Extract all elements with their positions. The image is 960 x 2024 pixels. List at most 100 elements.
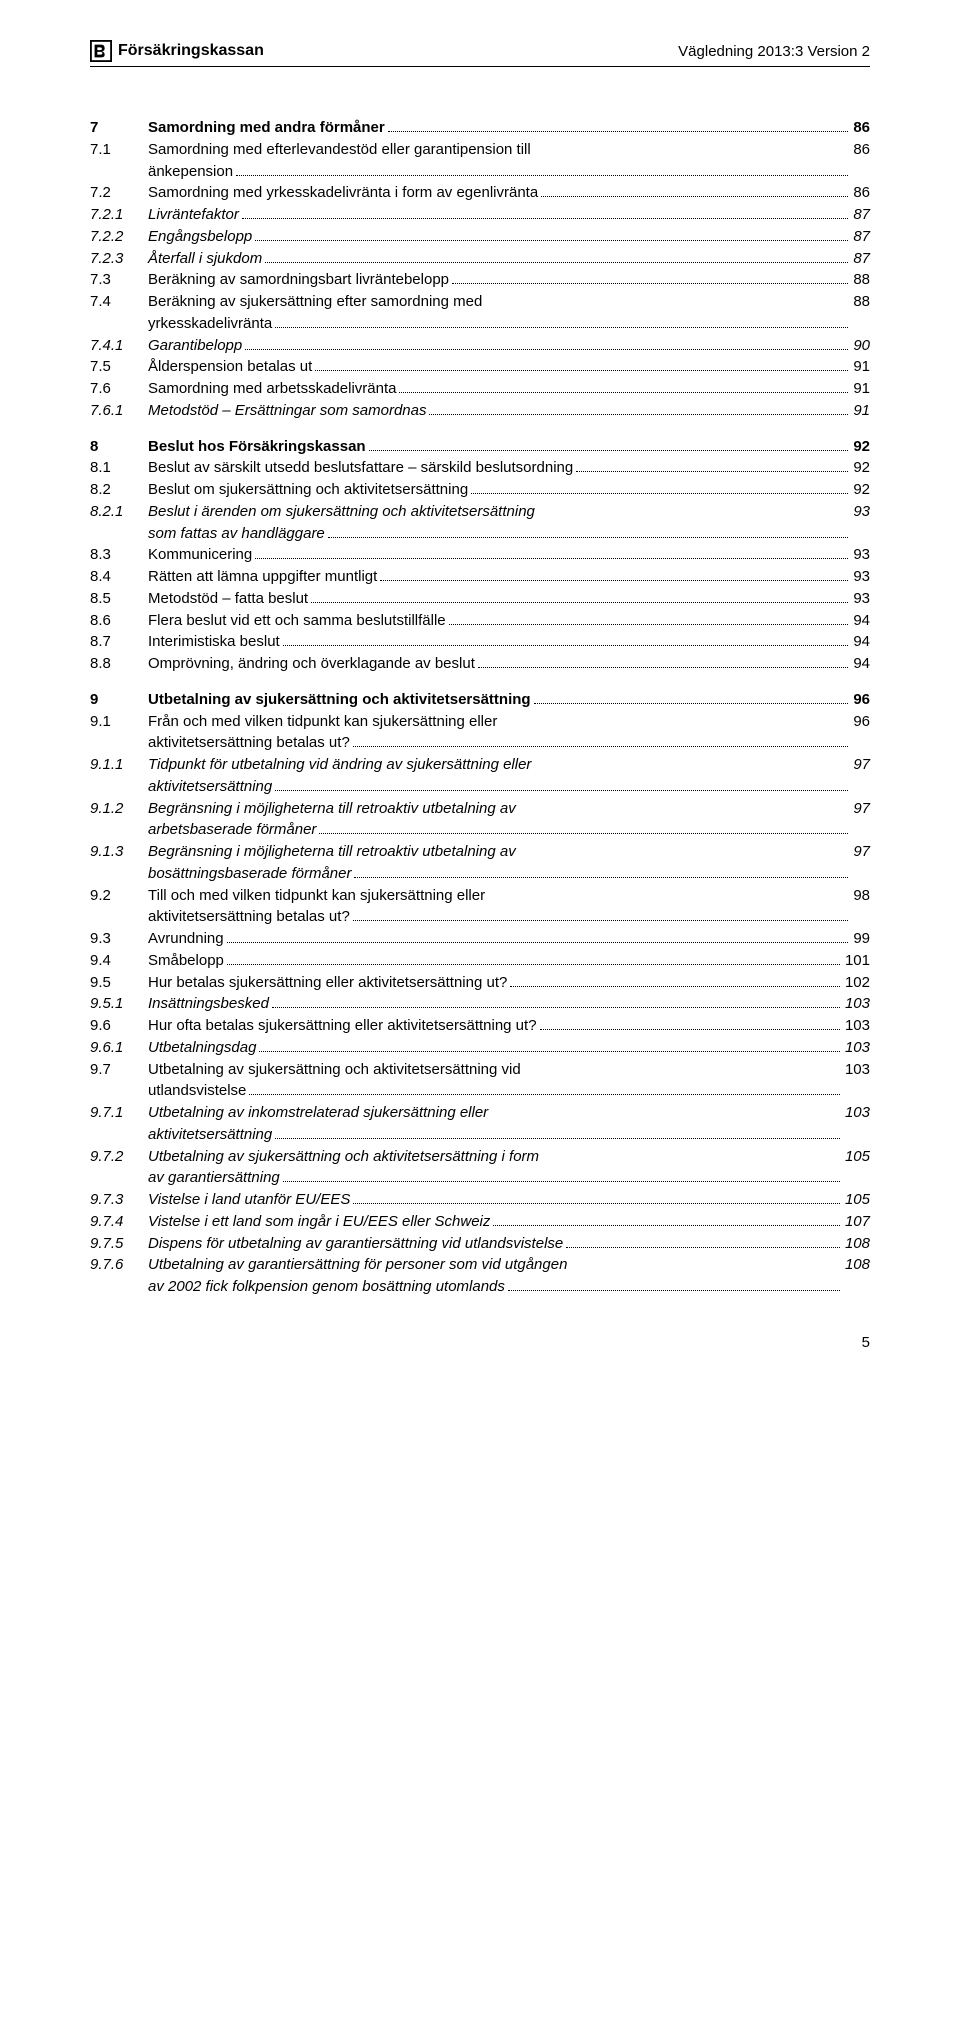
toc-leader	[369, 438, 849, 451]
toc-row: 9.7.4Vistelse i ett land som ingår i EU/…	[90, 1211, 870, 1233]
toc-title: Garantibelopp	[148, 335, 242, 357]
toc-page: 92	[851, 457, 870, 479]
toc-page: 107	[843, 1211, 870, 1233]
toc-number: 7.6.1	[90, 400, 148, 422]
toc-title: Utbetalning av inkomstrelaterad sjukersä…	[148, 1102, 843, 1124]
toc-row: 9.1.3Begränsning i möjligheterna till re…	[90, 841, 870, 885]
toc-number: 9.7	[90, 1059, 148, 1081]
toc-number: 7.2.2	[90, 226, 148, 248]
toc-row: 7.5Ålderspension betalas ut91	[90, 356, 870, 378]
toc-page: 97	[851, 754, 870, 776]
toc-page: 103	[843, 1037, 870, 1059]
toc-leader	[534, 691, 849, 704]
toc-title: Rätten att lämna uppgifter muntligt	[148, 566, 377, 588]
toc-title-cont: aktivitetsersättning	[148, 1124, 272, 1146]
toc-row: 7.6Samordning med arbetsskadelivränta91	[90, 378, 870, 400]
toc-leader	[508, 1278, 840, 1291]
toc-number: 9.6.1	[90, 1037, 148, 1059]
toc-title: Beräkning av sjukersättning efter samord…	[148, 291, 851, 313]
toc-page: 88	[851, 291, 870, 313]
toc-page: 98	[851, 885, 870, 907]
toc-number: 8.2.1	[90, 501, 148, 523]
toc-number: 7.2.3	[90, 248, 148, 270]
toc-leader	[283, 633, 849, 646]
toc-title: Begränsning i möjligheterna till retroak…	[148, 841, 851, 863]
toc-title: Samordning med yrkesskadelivränta i form…	[148, 182, 538, 204]
toc-title: Flera beslut vid ett och samma beslutsti…	[148, 610, 446, 632]
toc-row: 9.5.1Insättningsbesked103	[90, 993, 870, 1015]
toc-page: 96	[851, 711, 870, 733]
toc-number: 9.7.1	[90, 1102, 148, 1124]
toc-number: 9.4	[90, 950, 148, 972]
toc-number: 9.5	[90, 972, 148, 994]
toc-leader	[315, 358, 848, 371]
table-of-contents: 7Samordning med andra förmåner867.1Samor…	[90, 103, 870, 1298]
toc-leader	[245, 337, 848, 350]
toc-leader	[265, 250, 848, 263]
toc-row: 8.2.1Beslut i ärenden om sjukersättning …	[90, 501, 870, 545]
org-name: Försäkringskassan	[118, 42, 264, 60]
toc-title: Vistelse i land utanför EU/EES	[148, 1189, 350, 1211]
toc-leader	[249, 1082, 840, 1095]
toc-page: 108	[843, 1233, 870, 1255]
toc-page: 87	[851, 226, 870, 248]
toc-row: 8.8Omprövning, ändring och överklagande …	[90, 653, 870, 675]
toc-number: 9.7.6	[90, 1254, 148, 1276]
toc-row: 7.2.1Livräntefaktor87	[90, 204, 870, 226]
toc-leader	[471, 481, 848, 494]
toc-title-cont: utlandsvistelse	[148, 1080, 246, 1102]
toc-title: Omprövning, ändring och överklagande av …	[148, 653, 475, 675]
toc-leader	[353, 734, 849, 747]
toc-title: Utbetalningsdag	[148, 1037, 256, 1059]
toc-title: Hur ofta betalas sjukersättning eller ak…	[148, 1015, 537, 1037]
toc-number: 9	[90, 689, 148, 711]
toc-row: 9.7.1Utbetalning av inkomstrelaterad sju…	[90, 1102, 870, 1146]
toc-number: 9.2	[90, 885, 148, 907]
toc-row: 7.1Samordning med efterlevandestöd eller…	[90, 139, 870, 183]
toc-leader	[227, 930, 849, 943]
toc-leader	[255, 546, 848, 559]
toc-page: 94	[851, 631, 870, 653]
toc-row: 9.7.6Utbetalning av garantiersättning fö…	[90, 1254, 870, 1298]
toc-page: 108	[843, 1254, 870, 1276]
toc-row: 7.2.3Återfall i sjukdom87	[90, 248, 870, 270]
toc-row: 9.1.2Begränsning i möjligheterna till re…	[90, 798, 870, 842]
toc-row: 9.7.5Dispens för utbetalning av garantie…	[90, 1233, 870, 1255]
toc-row: 9.1.1Tidpunkt för utbetalning vid ändrin…	[90, 754, 870, 798]
toc-row: 9.5Hur betalas sjukersättning eller akti…	[90, 972, 870, 994]
toc-row: 9.7.2Utbetalning av sjukersättning och a…	[90, 1146, 870, 1190]
toc-row: 7.2Samordning med yrkesskadelivränta i f…	[90, 182, 870, 204]
toc-title: Samordning med efterlevandestöd eller ga…	[148, 139, 851, 161]
toc-number: 8.4	[90, 566, 148, 588]
toc-title-cont: av garantiersättning	[148, 1167, 280, 1189]
toc-title: Begränsning i möjligheterna till retroak…	[148, 798, 851, 820]
toc-row: 8.5Metodstöd – fatta beslut93	[90, 588, 870, 610]
toc-leader	[541, 184, 848, 197]
toc-row: 8.6Flera beslut vid ett och samma beslut…	[90, 610, 870, 632]
toc-page: 93	[851, 544, 870, 566]
toc-number: 8.3	[90, 544, 148, 566]
toc-title: Beräkning av samordningsbart livräntebel…	[148, 269, 449, 291]
toc-row: 7.4.1Garantibelopp90	[90, 335, 870, 357]
toc-title: Engångsbelopp	[148, 226, 252, 248]
toc-leader	[388, 119, 849, 132]
toc-title: Insättningsbesked	[148, 993, 269, 1015]
toc-page: 93	[851, 566, 870, 588]
toc-row: 7.3Beräkning av samordningsbart livränte…	[90, 269, 870, 291]
toc-number: 7.2.1	[90, 204, 148, 226]
toc-number: 8	[90, 436, 148, 458]
toc-number: 9.5.1	[90, 993, 148, 1015]
toc-title: Utbetalning av sjukersättning och aktivi…	[148, 1059, 843, 1081]
toc-title-cont: änkepension	[148, 161, 233, 183]
toc-page: 93	[851, 588, 870, 610]
toc-number: 7	[90, 117, 148, 139]
toc-title: Avrundning	[148, 928, 224, 950]
toc-title-cont: aktivitetsersättning	[148, 776, 272, 798]
toc-page: 92	[851, 436, 870, 458]
toc-page: 103	[843, 1015, 870, 1037]
org-logo: Försäkringskassan	[90, 40, 264, 62]
toc-leader	[566, 1235, 840, 1248]
toc-row: 9.4Småbelopp101	[90, 950, 870, 972]
toc-number: 9.1	[90, 711, 148, 733]
toc-title: Tidpunkt för utbetalning vid ändring av …	[148, 754, 851, 776]
